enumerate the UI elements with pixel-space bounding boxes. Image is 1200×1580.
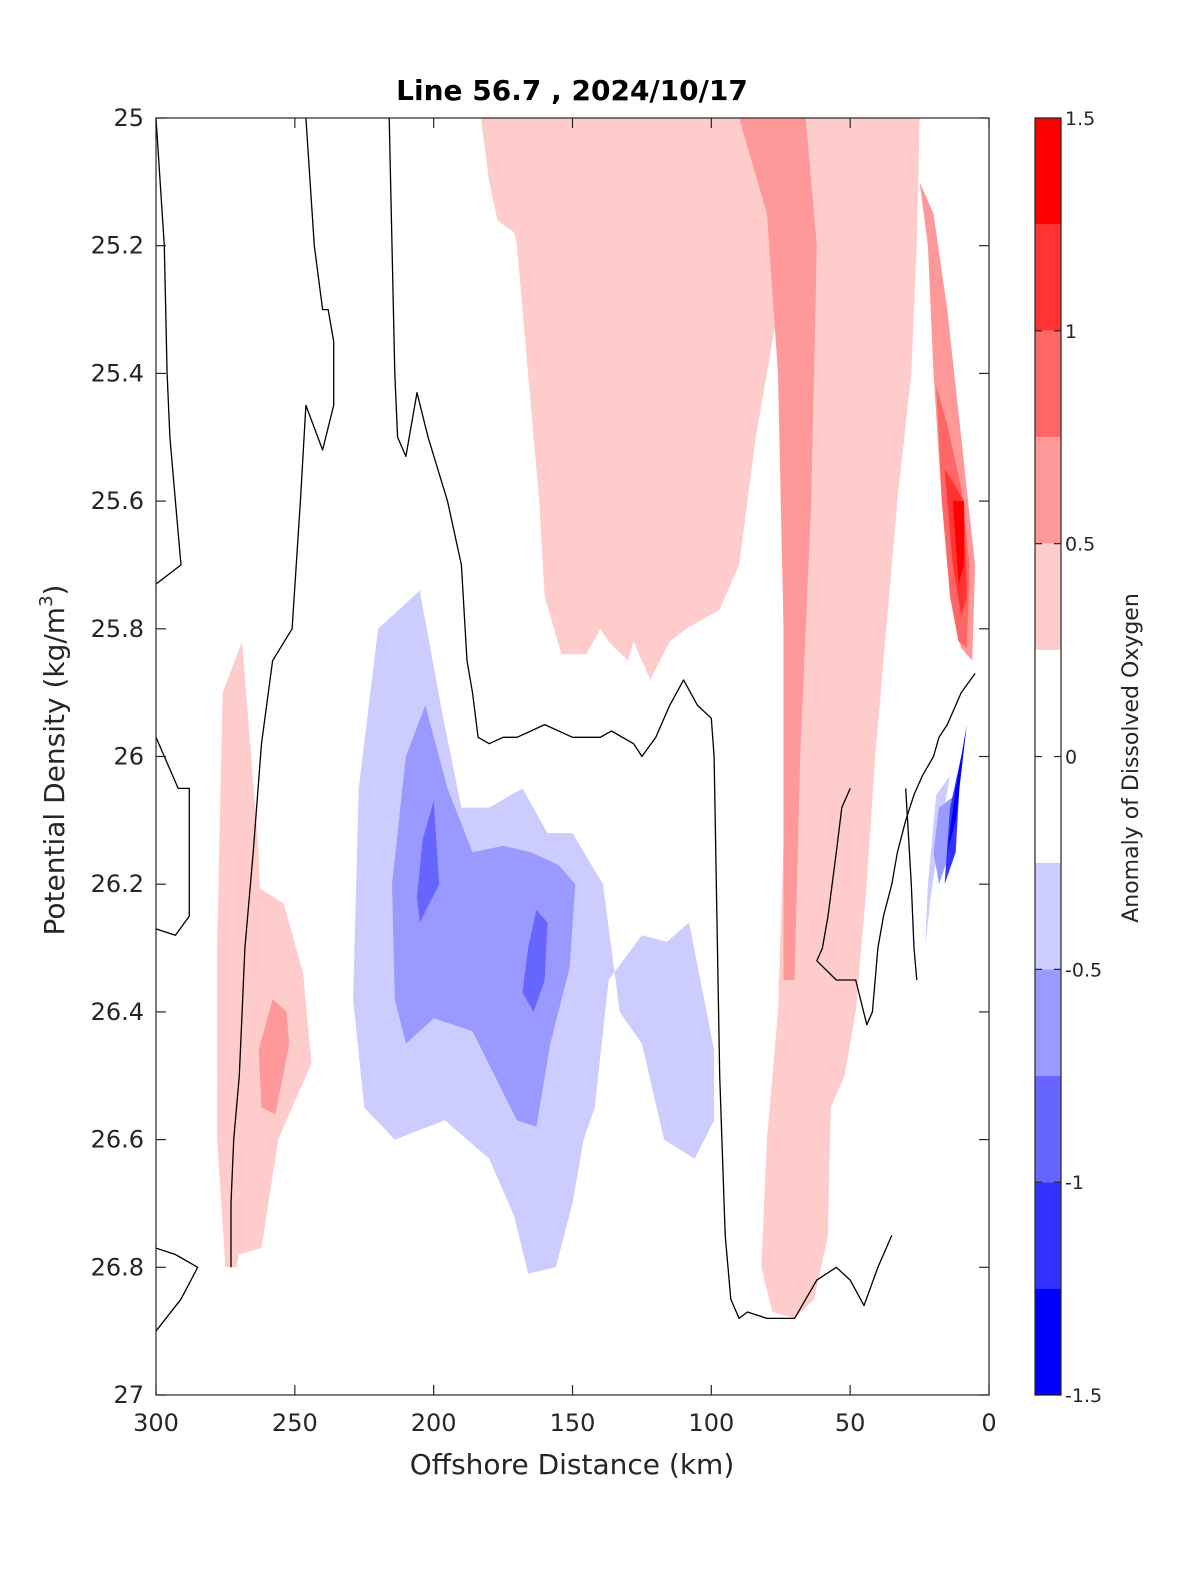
zero-contour-line-5 [816, 673, 976, 1026]
x-tick-label-1: 250 [272, 1409, 318, 1437]
contour-region-0 [419, 118, 795, 680]
y-tick-label-2: 25.4 [91, 359, 144, 387]
x-tick-label-0: 300 [133, 1409, 179, 1437]
colorbar-tick-label-2: 0.5 [1065, 534, 1095, 556]
x-tick-label-5: 50 [835, 1409, 866, 1437]
x-tick-label-2: 200 [411, 1409, 457, 1437]
colorbar-level-2 [1035, 330, 1061, 438]
colorbar-label: Anomaly of Dissolved Oxygen [1119, 593, 1144, 923]
y-tick-label-6: 26.2 [91, 870, 144, 898]
zero-contour-line-2 [156, 1247, 199, 1332]
y-tick-label-0: 25 [113, 104, 144, 132]
colorbar-level-7 [1035, 969, 1061, 1076]
y-axis-label-superscript: 3 [36, 595, 57, 606]
colorbar-tick-label-5: -1 [1065, 1172, 1084, 1194]
x-axis: 300 250 200 150 100 50 0 [133, 118, 997, 1437]
contour-region-9 [952, 501, 964, 585]
y-tick-label-3: 25.6 [91, 487, 144, 515]
colorbar-level-10 [1035, 1288, 1061, 1395]
y-tick-label-1: 25.2 [91, 232, 144, 260]
contour-region-4 [739, 118, 817, 980]
y-tick-label-8: 26.6 [91, 1126, 144, 1154]
y-axis: 25 25.2 25.4 25.6 25.8 26 26.2 26.4 26.6 26.8 27 [91, 104, 989, 1409]
x-tick-label-6: 0 [981, 1409, 996, 1437]
y-tick-label-7: 26.4 [91, 998, 144, 1026]
colorbar-level-8 [1035, 1075, 1061, 1183]
y-tick-label-9: 26.8 [91, 1253, 144, 1281]
colorbar-level-1 [1035, 224, 1061, 331]
colorbar-tick-label-6: -1.5 [1065, 1385, 1102, 1407]
zero-contour-line-6 [905, 788, 918, 981]
zero-contour-line-4 [388, 118, 893, 1320]
colorbar-tick-label-0: 1.5 [1065, 108, 1095, 130]
contour-region-17 [947, 724, 967, 853]
contour-region-5 [258, 999, 290, 1115]
colorbar-tick-label-3: 0 [1065, 747, 1077, 769]
chart-title: Line 56.7 , 2024/10/17 [396, 74, 748, 107]
zero-contour-line-3 [230, 118, 335, 1268]
x-tick-label-3: 150 [550, 1409, 596, 1437]
colorbar-level-3 [1035, 437, 1061, 544]
contour-region-12 [392, 705, 576, 1127]
contour-region-15 [522, 909, 548, 1012]
colorbar: 1.5 1 0.5 0 -0.5 -1 -1.5 [1034, 108, 1102, 1407]
contour-region-14 [417, 801, 440, 923]
colorbar-level-0 [1035, 118, 1061, 225]
y-tick-label-4: 25.8 [91, 615, 144, 643]
y-axis-label: Potential Density (kg/m3) [36, 585, 71, 936]
contour-region-11 [925, 775, 951, 949]
colorbar-level-9 [1035, 1182, 1061, 1289]
y-axis-label-end: ) [38, 585, 71, 596]
y-tick-label-10: 27 [113, 1381, 144, 1409]
x-axis-label: Offshore Distance (km) [410, 1448, 735, 1481]
colorbar-tick-label-1: 1 [1065, 321, 1077, 343]
y-tick-label-5: 26 [113, 743, 144, 771]
colorbar-tick-label-4: -0.5 [1065, 959, 1102, 981]
y-axis-label-main: Potential Density (kg/m [38, 607, 71, 936]
zero-contour-line-1 [156, 737, 190, 936]
x-tick-label-4: 100 [688, 1409, 734, 1437]
zero-contour-layer [156, 118, 976, 1332]
contour-fill-layer [217, 118, 976, 1319]
colorbar-level-4 [1035, 543, 1061, 651]
colorbar-level-6 [1035, 862, 1061, 970]
